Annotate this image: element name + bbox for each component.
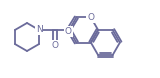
Text: O: O [52,40,59,50]
Text: N: N [36,26,43,34]
Text: O: O [65,27,72,36]
Text: O: O [87,13,94,22]
